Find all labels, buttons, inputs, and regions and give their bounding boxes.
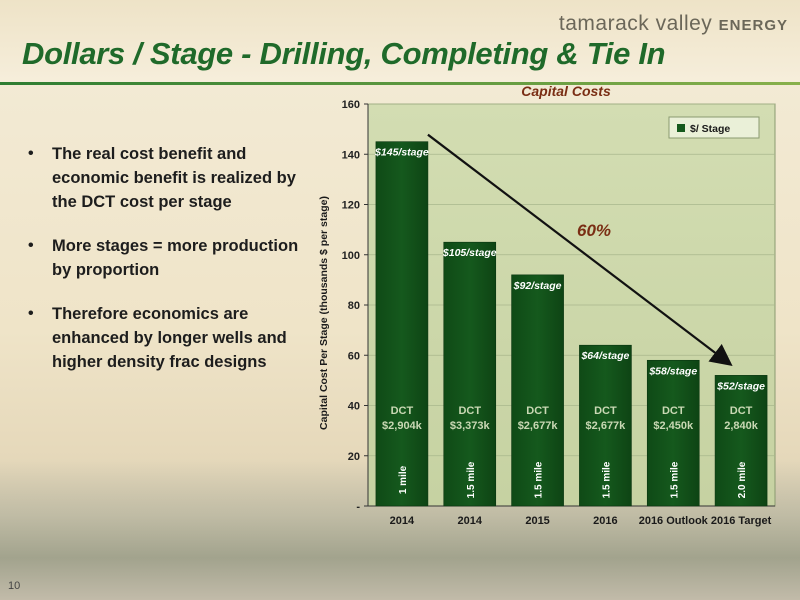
brand-name: tamarack valley bbox=[558, 12, 713, 35]
bar bbox=[511, 274, 564, 507]
well-length-label: 1.5 mile bbox=[534, 461, 545, 498]
slide-title: Dollars / Stage - Drilling, Completing &… bbox=[22, 36, 666, 71]
bullet-text: More stages = more production by proport… bbox=[52, 237, 299, 279]
y-tick-label: 60 bbox=[348, 350, 360, 362]
bar-value-label: $52/stage bbox=[716, 380, 765, 392]
bullet-icon: • bbox=[28, 145, 34, 162]
header-band bbox=[0, 0, 800, 82]
bar-value-label: $64/stage bbox=[580, 350, 629, 362]
y-tick-label: 100 bbox=[342, 250, 360, 262]
bar bbox=[579, 344, 632, 507]
chart-title: Capital Costs bbox=[521, 83, 611, 99]
well-length-label: 1.5 mile bbox=[466, 461, 477, 498]
bar bbox=[714, 375, 768, 507]
bar bbox=[375, 141, 429, 507]
dct-label: DCT bbox=[662, 405, 685, 417]
y-tick-label: 40 bbox=[348, 401, 360, 413]
dct-label: DCT bbox=[730, 405, 753, 417]
bar-value-label: $58/stage bbox=[648, 365, 697, 377]
page-number: 10 bbox=[8, 580, 21, 592]
bar-value-label: $105/stage bbox=[442, 247, 497, 259]
x-tick-label: 2016 Outlook bbox=[639, 515, 709, 527]
bullet-icon: • bbox=[28, 237, 34, 254]
dct-cost-label: 2,840k bbox=[724, 420, 759, 432]
brand-suffix: ENERGY bbox=[718, 17, 788, 34]
x-tick-label: 2014 bbox=[390, 515, 415, 527]
y-tick-label: 140 bbox=[342, 149, 360, 161]
x-tick-label: 2016 bbox=[593, 515, 617, 527]
y-axis-label: Capital Cost Per Stage (thousands $ per … bbox=[318, 196, 330, 430]
bullet-item: • The real cost benefit and economic bene… bbox=[28, 142, 308, 214]
bullet-text: Therefore economics are enhanced by long… bbox=[52, 305, 287, 371]
y-tick-label: 20 bbox=[348, 451, 360, 463]
y-tick-label: 120 bbox=[342, 200, 360, 212]
dct-label: DCT bbox=[526, 405, 549, 417]
bullet-icon: • bbox=[28, 305, 34, 322]
y-tick-label: 80 bbox=[348, 300, 360, 312]
trend-arrow bbox=[427, 133, 733, 367]
bar bbox=[443, 241, 497, 507]
y-tick-label: - bbox=[356, 501, 360, 513]
well-length-label: 2.0 mile bbox=[737, 461, 748, 498]
legend-label: $/ Stage bbox=[690, 123, 730, 135]
dct-label: DCT bbox=[391, 405, 414, 417]
bar-value-label: $92/stage bbox=[513, 280, 562, 292]
bar bbox=[646, 359, 700, 507]
reduction-annotation: 60% bbox=[577, 221, 611, 240]
dct-label: DCT bbox=[594, 405, 617, 417]
legend-box bbox=[668, 116, 760, 139]
bullet-text: The real cost benefit and economic benef… bbox=[52, 145, 296, 211]
bullet-list: • The real cost benefit and economic bene… bbox=[28, 142, 308, 394]
dct-cost-label: $2,904k bbox=[382, 420, 423, 432]
legend-swatch bbox=[677, 124, 685, 132]
title-divider bbox=[0, 82, 800, 85]
dct-label: DCT bbox=[458, 405, 481, 417]
x-tick-label: 2014 bbox=[458, 515, 483, 527]
x-tick-label: 2015 bbox=[525, 515, 549, 527]
brand-logo: tamarack valley ENERGY bbox=[559, 12, 788, 36]
dct-cost-label: $2,677k bbox=[586, 420, 627, 432]
well-length-label: 1.5 mile bbox=[669, 461, 680, 498]
bar-value-label: $145/stage bbox=[374, 147, 429, 159]
well-length-label: 1 mile bbox=[398, 465, 409, 494]
x-tick-label: 2016 Target bbox=[711, 515, 772, 527]
bullet-item: • Therefore economics are enhanced by lon… bbox=[28, 302, 308, 374]
y-tick-label: 160 bbox=[342, 99, 360, 111]
well-length-label: 1.5 mile bbox=[601, 461, 612, 498]
bullet-item: • More stages = more production by propor… bbox=[28, 234, 308, 282]
dct-cost-label: $2,677k bbox=[518, 420, 559, 432]
dct-cost-label: $3,373k bbox=[450, 420, 491, 432]
dct-cost-label: $2,450k bbox=[653, 420, 694, 432]
